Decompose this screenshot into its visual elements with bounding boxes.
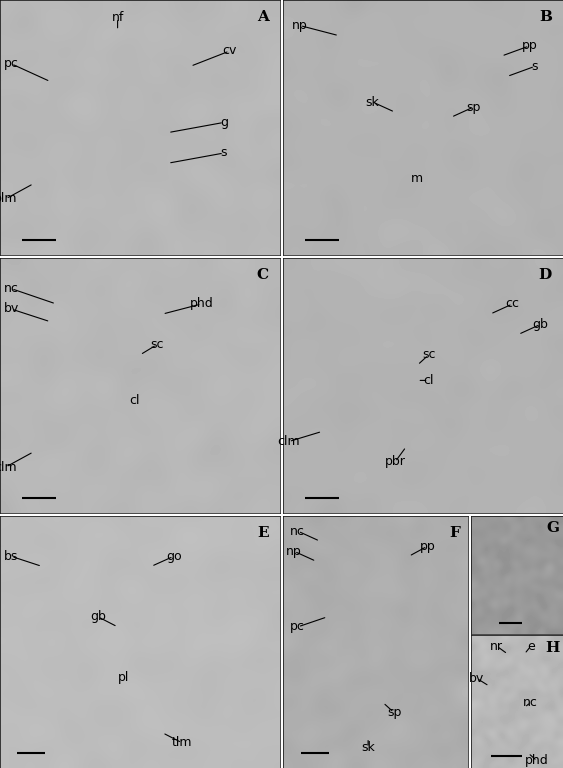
Text: E: E [257, 526, 269, 540]
Text: cc: cc [506, 297, 520, 310]
Text: bv: bv [3, 303, 19, 316]
Text: pl: pl [118, 670, 129, 684]
Text: pbr: pbr [385, 455, 405, 468]
Text: F: F [450, 526, 461, 540]
Text: tlm: tlm [172, 737, 192, 750]
Text: sp: sp [387, 706, 401, 719]
Text: cv: cv [222, 45, 237, 58]
Text: nc: nc [4, 282, 19, 295]
Text: plm: plm [0, 193, 17, 205]
Text: pc: pc [291, 621, 305, 634]
Text: g: g [220, 116, 228, 129]
Text: C: C [257, 268, 269, 282]
Text: pp: pp [419, 540, 435, 553]
Text: sc: sc [150, 338, 163, 351]
Text: gb: gb [90, 611, 106, 624]
Text: bv: bv [469, 672, 484, 685]
Text: clm: clm [278, 435, 300, 448]
Text: H: H [545, 641, 559, 655]
Text: phd: phd [525, 754, 549, 767]
Text: A: A [257, 10, 269, 25]
Text: sk: sk [366, 95, 379, 108]
Text: bs: bs [4, 550, 19, 563]
Text: sc: sc [422, 349, 435, 362]
Text: s: s [221, 147, 227, 160]
Text: go: go [166, 550, 181, 563]
Text: s: s [531, 60, 538, 73]
Text: sk: sk [361, 741, 375, 754]
Text: nf: nf [111, 12, 124, 25]
Text: G: G [546, 521, 559, 535]
Text: gb: gb [533, 318, 548, 331]
Text: e: e [527, 640, 535, 653]
Text: nc: nc [291, 525, 305, 538]
Text: pc: pc [4, 58, 19, 70]
Text: cl: cl [423, 374, 434, 387]
Text: np: np [286, 545, 302, 558]
Text: nc: nc [524, 696, 538, 709]
Text: m: m [412, 172, 423, 185]
Text: nr: nr [490, 640, 503, 653]
Text: phd: phd [190, 297, 213, 310]
Text: D: D [539, 268, 552, 282]
Text: sp: sp [466, 101, 481, 114]
Text: cl: cl [129, 394, 140, 407]
Text: np: np [292, 19, 307, 32]
Text: pp: pp [521, 39, 537, 52]
Text: B: B [539, 10, 552, 25]
Text: clm: clm [0, 461, 17, 474]
